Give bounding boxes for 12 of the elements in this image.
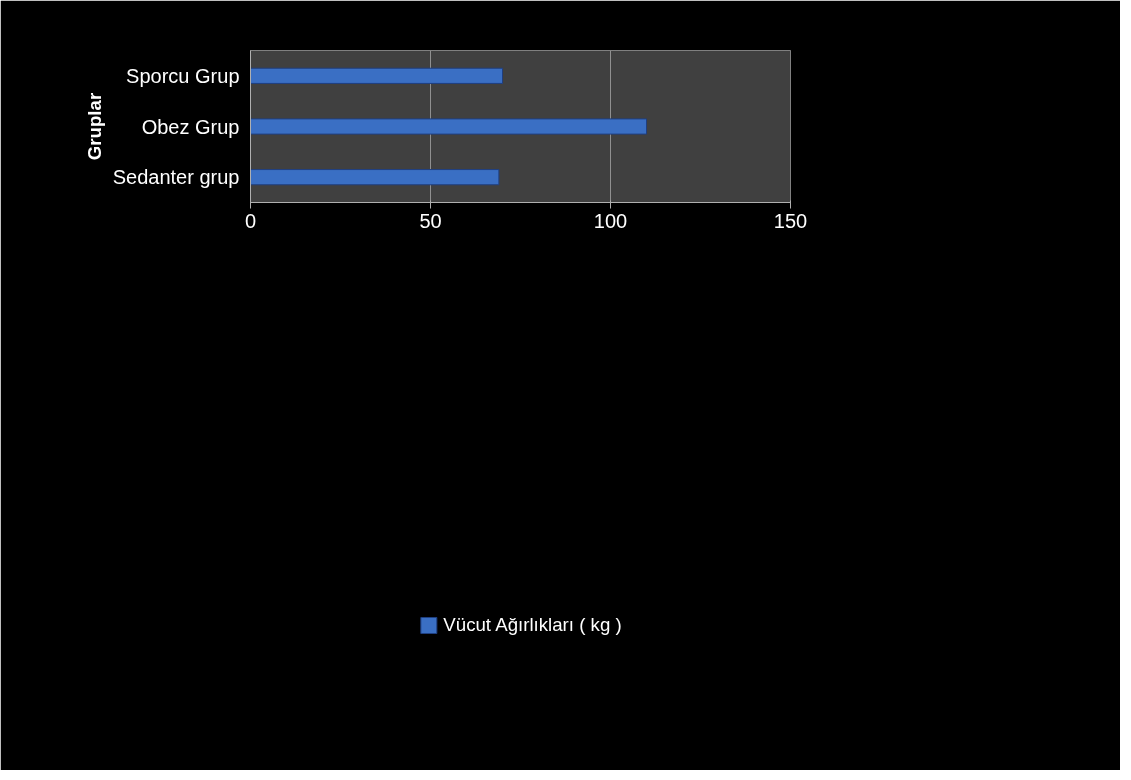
x-tick-label: 100 <box>593 209 628 232</box>
y-tick-label: Sedanter grup <box>112 166 240 189</box>
x-tick-label: 150 <box>773 209 808 232</box>
y-tick-label: Sporcu Grup <box>126 64 240 87</box>
x-tick-label: 0 <box>244 209 257 232</box>
x-tick-label: 50 <box>419 209 442 232</box>
bar <box>250 118 647 135</box>
bar <box>250 169 500 186</box>
bar <box>250 67 503 84</box>
y-tick-label: Obez Grup <box>141 115 240 138</box>
legend-label: Vücut Ağırlıkları ( kg ) <box>443 613 622 636</box>
y-axis-title: Gruplar <box>83 92 105 161</box>
